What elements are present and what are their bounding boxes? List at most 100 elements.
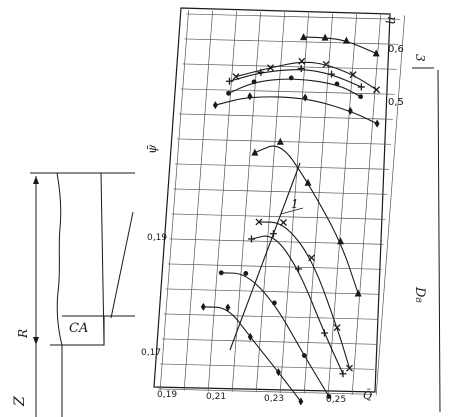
- grid-line-vertical: [183, 10, 213, 391]
- dimension-label-d8: D₈: [412, 286, 427, 303]
- marker-plus: [357, 83, 365, 91]
- marker-dot: [226, 90, 231, 96]
- marker-diamond: [247, 332, 253, 341]
- sketch-blade-edge: [100, 172, 105, 343]
- marker-plus: [328, 70, 336, 78]
- marker-dot: [218, 270, 224, 276]
- marker-cross: [298, 57, 306, 65]
- marker-diamond: [374, 119, 380, 128]
- marker-triangle: [251, 148, 259, 156]
- grid-line-horizontal: [175, 163, 390, 170]
- plot-frame: [153, 7, 391, 393]
- x-tick-1: 0,21: [206, 392, 226, 402]
- marker-triangle: [276, 137, 284, 145]
- grid-line-vertical: [231, 11, 261, 392]
- sketch-hub-profile: [56, 172, 63, 346]
- marker-cross: [333, 324, 341, 332]
- y-right-tick-0: 0,6: [388, 44, 404, 55]
- marker-dot: [271, 300, 277, 306]
- efficiency-curve-diamond: [215, 96, 378, 125]
- marker-triangle: [321, 33, 329, 41]
- grid-line-horizontal: [184, 38, 399, 45]
- y-right-tick-1: 0,5: [388, 97, 404, 108]
- head-curves: [203, 145, 359, 402]
- marker-plus: [297, 65, 305, 73]
- marker-diamond: [225, 303, 231, 312]
- grid-line-vertical: [159, 9, 189, 391]
- marker-plus: [225, 77, 233, 85]
- data-markers: [200, 33, 380, 406]
- x-axis-label: Q̄: [363, 389, 372, 402]
- marker-triangle: [354, 289, 362, 297]
- x-tick-2: 0,23: [264, 394, 284, 404]
- dimension-line-d8: [437, 69, 441, 413]
- right-dimension: 3 D₈: [412, 54, 441, 413]
- y-left-label: ψ̄: [145, 144, 159, 154]
- grid-line-horizontal: [169, 238, 384, 245]
- marker-dot: [251, 79, 257, 85]
- grid-line-vertical: [207, 11, 237, 392]
- marker-plus: [257, 68, 265, 76]
- marker-cross: [232, 73, 240, 81]
- marker-triangle: [337, 237, 345, 245]
- grid-line-vertical: [351, 14, 381, 395]
- marker-dot: [326, 394, 332, 399]
- plot-area: [153, 7, 405, 396]
- y-left-tick-1: 0,17: [141, 348, 161, 358]
- operating-line: [229, 162, 301, 351]
- grid-line-horizontal: [165, 288, 380, 295]
- grid-line-horizontal: [186, 13, 401, 20]
- marker-diamond: [212, 101, 218, 110]
- sketch-shroud-line: [110, 211, 134, 319]
- marker-triangle: [304, 178, 312, 186]
- operating-line-label: 1: [291, 197, 299, 211]
- height-label: Z: [12, 396, 28, 407]
- grid-line-horizontal: [176, 138, 391, 145]
- grid-line-horizontal: [167, 263, 382, 270]
- marker-triangle: [372, 49, 380, 57]
- marker-cross: [255, 218, 263, 226]
- marker-dot: [301, 353, 307, 358]
- head-curve-plus: [251, 235, 344, 375]
- marker-diamond: [247, 92, 253, 101]
- sketch-arrow-top: [33, 176, 39, 184]
- marker-diamond: [298, 397, 304, 406]
- head-curve-diamond: [203, 306, 302, 402]
- grid-line-horizontal: [160, 363, 375, 370]
- grid-line-vertical: [375, 15, 405, 396]
- marker-cross: [308, 254, 316, 262]
- head-curve-cross: [258, 221, 351, 369]
- marker-cross: [280, 219, 287, 226]
- marker-plus: [247, 235, 255, 243]
- efficiency-curve-cross: [235, 61, 377, 91]
- marker-cross: [267, 64, 274, 72]
- marker-triangle: [342, 36, 350, 44]
- efficiency-curves: [215, 36, 378, 125]
- grid-line-vertical: [327, 14, 357, 395]
- marker-triangle: [300, 33, 308, 41]
- marker-dot: [358, 94, 364, 100]
- marker-dot: [334, 81, 340, 87]
- operating-line-leader: [280, 207, 304, 215]
- marker-diamond: [302, 93, 308, 102]
- sketch-arrow-bottom: [33, 337, 39, 345]
- marker-diamond: [347, 106, 353, 115]
- head-curve-dot: [221, 272, 330, 397]
- grid-line-vertical: [255, 12, 285, 393]
- marker-cross: [346, 364, 353, 372]
- marker-plus: [339, 370, 347, 378]
- x-tick-3: 0,25: [326, 395, 346, 405]
- efficiency-curve-triangle: [303, 36, 377, 54]
- marker-plus: [320, 329, 328, 337]
- efficiency-curve-dot: [228, 78, 361, 98]
- efficiency-curve-plus: [229, 69, 362, 88]
- grid: [158, 9, 405, 396]
- grid-line-horizontal: [178, 113, 393, 120]
- section-label: CA: [69, 321, 88, 336]
- marker-diamond: [275, 368, 281, 377]
- grid-line-horizontal: [171, 213, 386, 220]
- grid-line-vertical: [279, 12, 309, 394]
- dimension-label-3: 3: [413, 54, 427, 62]
- y-left-tick-0: 0,19: [147, 233, 167, 243]
